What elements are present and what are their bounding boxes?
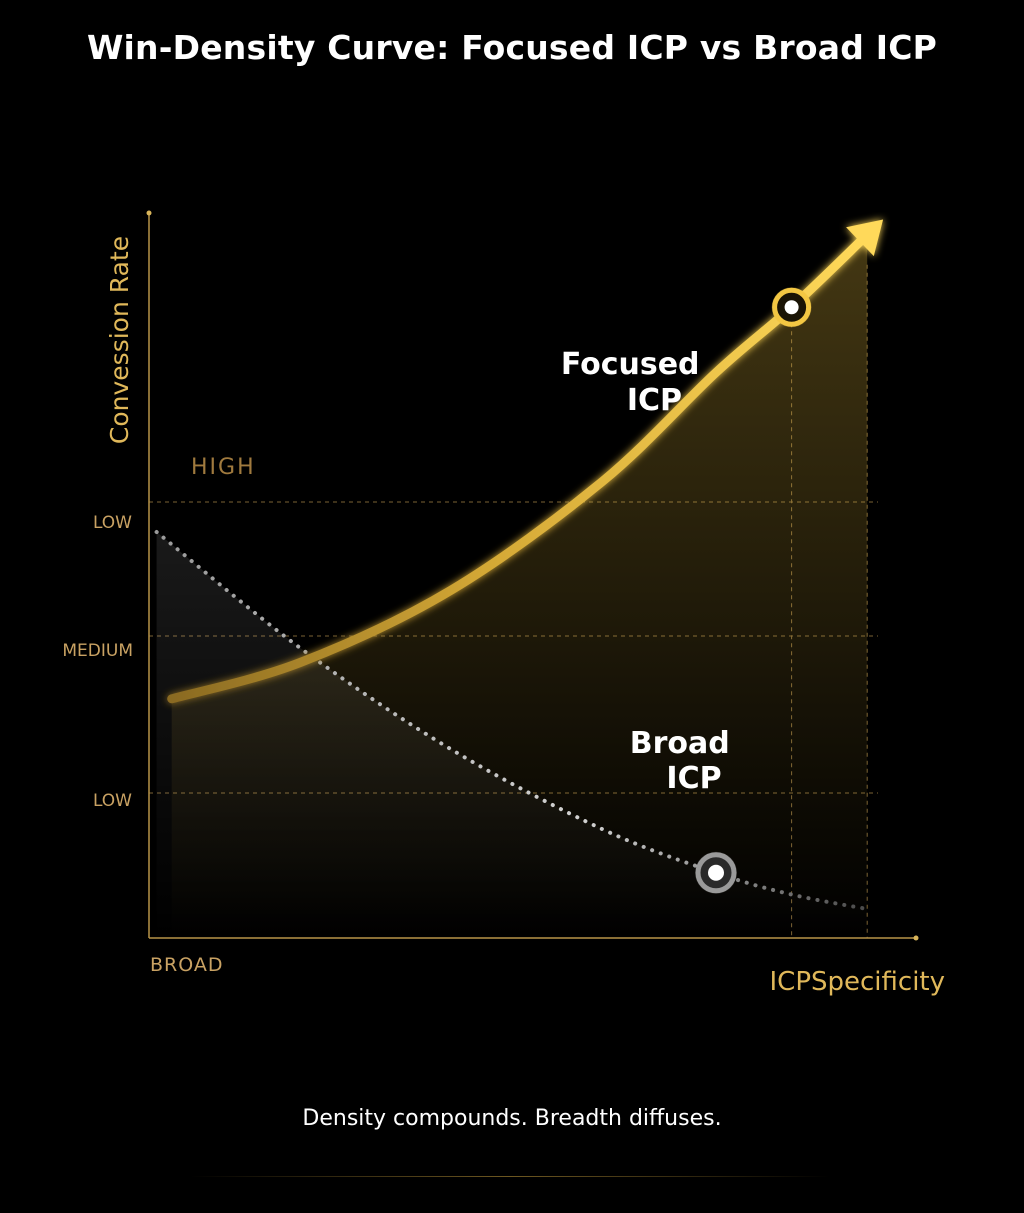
y-tick-label: LOW xyxy=(93,791,132,811)
x-start-label: BROAD xyxy=(150,954,224,976)
broad-icp-marker-center xyxy=(708,864,724,881)
broad-icp-area xyxy=(156,532,868,938)
broad-icp-label-line: Broad xyxy=(630,726,730,761)
y-tick-label: LOW xyxy=(93,513,132,533)
y-tick-label: MEDIUM xyxy=(62,641,133,661)
x-axis-end-dot xyxy=(913,935,919,941)
high-label: HIGH xyxy=(191,455,256,480)
focused-icp-marker-center xyxy=(784,300,799,315)
broad-icp-label-line: ICP xyxy=(666,761,721,796)
focused-icp-label: Focused ICP xyxy=(561,347,710,418)
focused-icp-arrowhead xyxy=(846,219,884,257)
chart-title: Win-Density Curve: Focused ICP vs Broad … xyxy=(86,28,938,67)
focused-icp-label-line: ICP xyxy=(627,383,682,418)
axes xyxy=(146,210,919,941)
series xyxy=(154,219,884,911)
broad-icp-label: Broad ICP xyxy=(630,726,740,796)
y-axis-end-dot xyxy=(146,210,152,216)
y-axis-label: Convession Rate xyxy=(105,236,134,444)
broad-icp-line xyxy=(154,530,870,911)
caption-divider xyxy=(190,1176,830,1177)
area-fills xyxy=(156,234,868,939)
focused-icp-label-line: Focused xyxy=(561,347,700,382)
x-axis-label: ICPSpecificity xyxy=(770,967,946,997)
caption: Density compounds. Breadth diffuses. xyxy=(302,1106,722,1131)
